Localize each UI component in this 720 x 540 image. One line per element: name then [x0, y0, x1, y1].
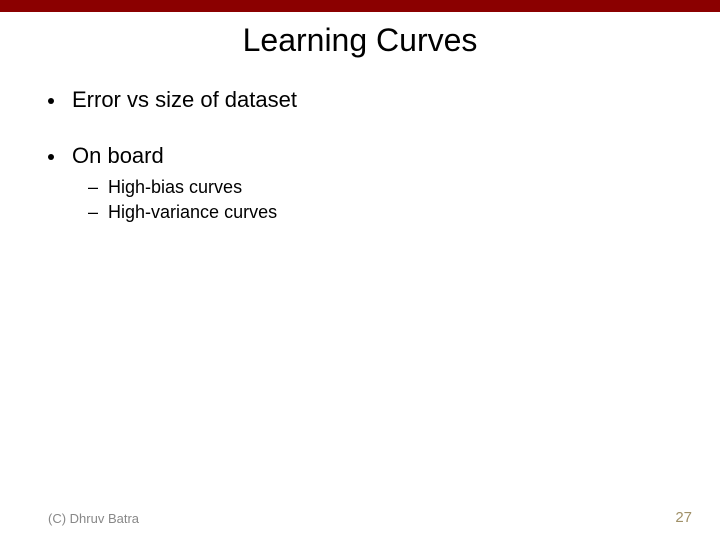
- bullet-text: High-bias curves: [108, 177, 242, 198]
- slide-content: Error vs size of dataset On board – High…: [0, 87, 720, 223]
- bullet-text: On board: [72, 143, 164, 169]
- sub-bullet-list: – High-bias curves – High-variance curve…: [48, 177, 672, 223]
- bullet-marker-icon: [48, 154, 54, 160]
- bullet-level1: Error vs size of dataset: [48, 87, 672, 113]
- dash-marker-icon: –: [88, 202, 98, 223]
- bullet-marker-icon: [48, 98, 54, 104]
- footer-copyright: (C) Dhruv Batra: [48, 511, 139, 526]
- title-bar: [0, 0, 720, 12]
- bullet-text: High-variance curves: [108, 202, 277, 223]
- bullet-level2: – High-variance curves: [88, 202, 672, 223]
- slide-number: 27: [675, 509, 692, 526]
- dash-marker-icon: –: [88, 177, 98, 198]
- bullet-text: Error vs size of dataset: [72, 87, 297, 113]
- slide-title: Learning Curves: [0, 22, 720, 59]
- bullet-level2: – High-bias curves: [88, 177, 672, 198]
- bullet-level1: On board: [48, 143, 672, 169]
- slide-footer: (C) Dhruv Batra 27: [0, 509, 720, 526]
